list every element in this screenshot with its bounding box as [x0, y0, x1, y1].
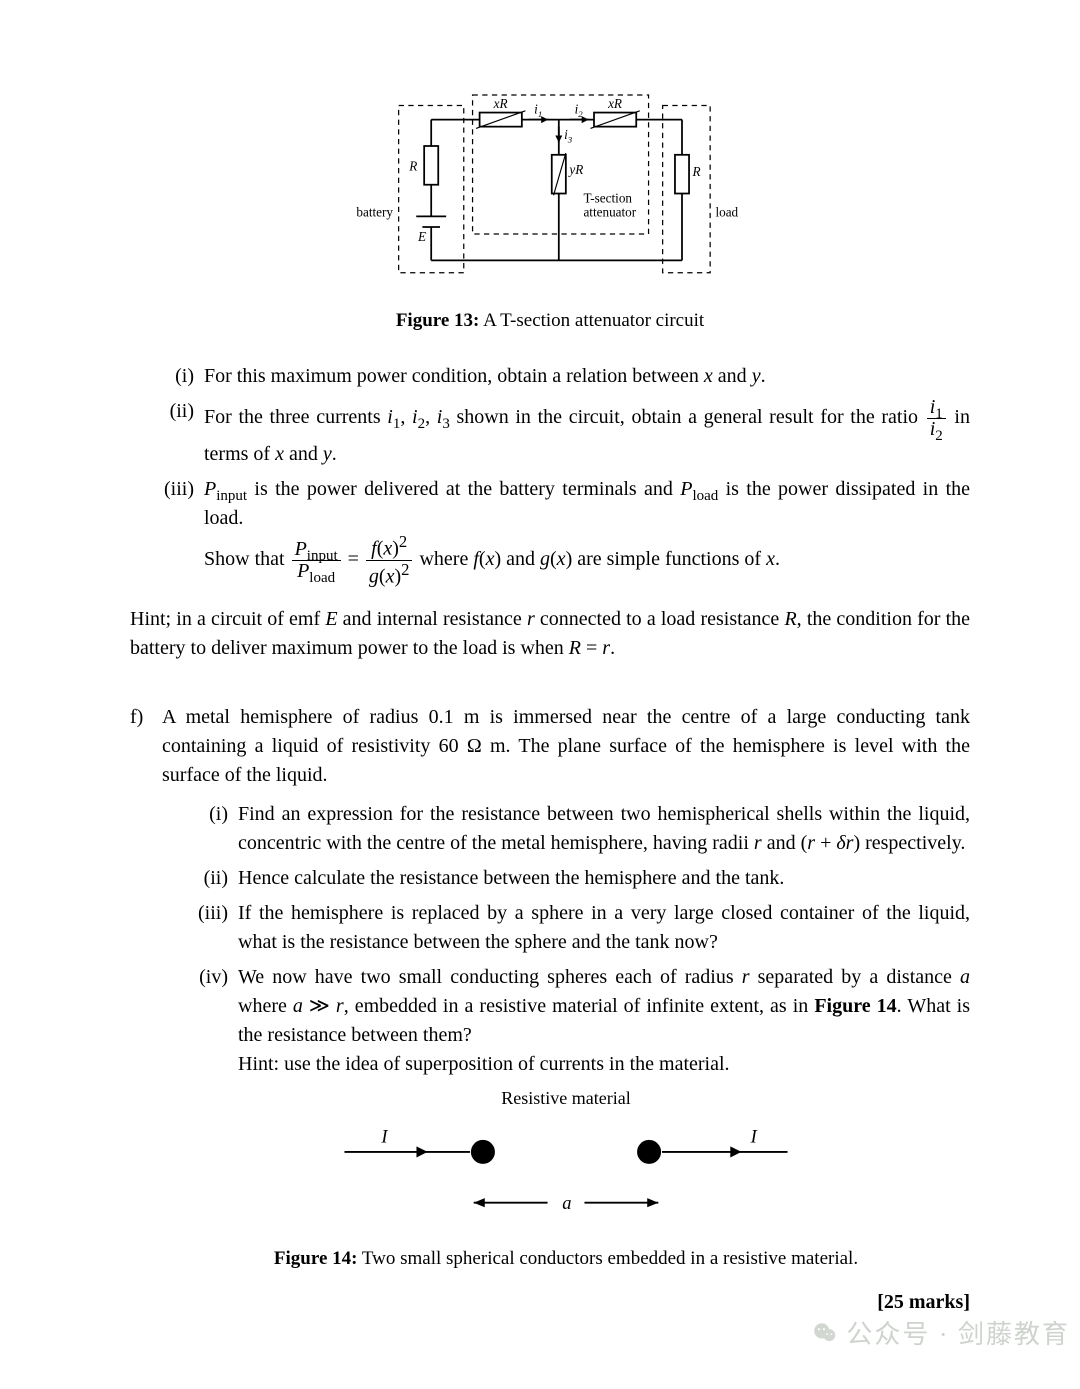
part-e-i-label: (i) — [148, 362, 204, 391]
part-f-sublist: (i) Find an expression for the resistanc… — [182, 800, 970, 1079]
figure-14-label: Figure 14: — [274, 1248, 358, 1269]
fig13-attenuator-label: attenuator — [583, 204, 636, 219]
part-f-i-text: Find an expression for the resistance be… — [238, 800, 970, 858]
fig14-i-right: I — [750, 1127, 758, 1147]
part-f-iii: (iii) If the hemisphere is replaced by a… — [182, 899, 970, 957]
part-e-ii-text: For the three currents i1, i2, i3 shown … — [204, 397, 970, 469]
part-e-i-text: For this maximum power condition, obtain… — [204, 362, 970, 391]
marks: [25 marks] — [130, 1291, 970, 1314]
figure-14-caption: Figure 14: Two small spherical conductor… — [162, 1245, 970, 1273]
part-f-iv-text: We now have two small conducting spheres… — [238, 963, 970, 1079]
part-e-iii: (iii) Pinput is the power delivered at t… — [148, 475, 970, 587]
part-f-ii-text: Hence calculate the resistance between t… — [238, 864, 970, 893]
part-f: f) A metal hemisphere of radius 0.1 m is… — [130, 703, 970, 1277]
part-f-intro: A metal hemisphere of radius 0.1 m is im… — [162, 706, 970, 786]
figure-13: xR xR i1 i2 i3 yR R R E battery T-sectio… — [130, 80, 970, 300]
fig13-r-left-label: R — [408, 159, 417, 174]
part-e-ii: (ii) For the three currents i1, i2, i3 s… — [148, 397, 970, 469]
part-f-label: f) — [130, 703, 162, 732]
part-e-ii-label: (ii) — [148, 397, 204, 426]
part-f-ii: (ii) Hence calculate the resistance betw… — [182, 864, 970, 893]
figure-13-caption: Figure 13: A T-section attenuator circui… — [130, 310, 970, 332]
wechat-icon — [812, 1320, 838, 1346]
fig14-i-left: I — [380, 1127, 388, 1147]
fig13-xr2-label: xR — [607, 96, 622, 111]
part-f-iv-label: (iv) — [182, 963, 238, 992]
fig13-i1-label: i1 — [534, 101, 542, 119]
hint-block: Hint; in a circuit of emf E and internal… — [130, 605, 970, 663]
part-e-iii-text: Pinput is the power delivered at the bat… — [204, 475, 970, 587]
fig13-e-label: E — [417, 229, 426, 244]
figure-13-label: Figure 13: — [396, 310, 480, 331]
watermark: 公众号 · 剑藤教育 — [812, 1314, 1070, 1351]
figure-14-caption-text: Two small spherical conductors embedded … — [357, 1248, 858, 1269]
figure-14-top-label: Resistive material — [162, 1085, 970, 1111]
figure-14-svg: I I a — [286, 1115, 846, 1235]
fig13-r-right-label: R — [692, 164, 701, 179]
fig13-i3-label: i3 — [564, 127, 573, 145]
fig13-tsection-label: T-section — [583, 190, 632, 205]
page: xR xR i1 i2 i3 yR R R E battery T-sectio… — [0, 0, 1080, 1389]
fig14-a: a — [562, 1194, 571, 1214]
part-f-iii-label: (iii) — [182, 899, 238, 928]
figure-13-caption-text: A T-section attenuator circuit — [479, 310, 704, 331]
figure-14: Resistive material — [162, 1085, 970, 1235]
fig13-xr1-label: xR — [493, 96, 508, 111]
part-e-iii-label: (iii) — [148, 475, 204, 504]
watermark-text: 公众号 · 剑藤教育 — [846, 1314, 1070, 1351]
figure-13-svg: xR xR i1 i2 i3 yR R R E battery T-sectio… — [330, 80, 770, 300]
part-e-list: (i) For this maximum power condition, ob… — [148, 362, 970, 587]
fig13-battery-label: battery — [356, 204, 393, 219]
part-f-ii-label: (ii) — [182, 864, 238, 893]
part-f-i-label: (i) — [182, 800, 238, 829]
fig13-yr-label: yR — [567, 162, 583, 177]
part-f-body: A metal hemisphere of radius 0.1 m is im… — [162, 703, 970, 1277]
fig13-i2-label: i2 — [575, 101, 584, 119]
part-f-i: (i) Find an expression for the resistanc… — [182, 800, 970, 858]
fig13-load-label: load — [715, 204, 738, 219]
part-e-i: (i) For this maximum power condition, ob… — [148, 362, 970, 391]
part-f-iii-text: If the hemisphere is replaced by a spher… — [238, 899, 970, 957]
part-f-iv: (iv) We now have two small conducting sp… — [182, 963, 970, 1079]
